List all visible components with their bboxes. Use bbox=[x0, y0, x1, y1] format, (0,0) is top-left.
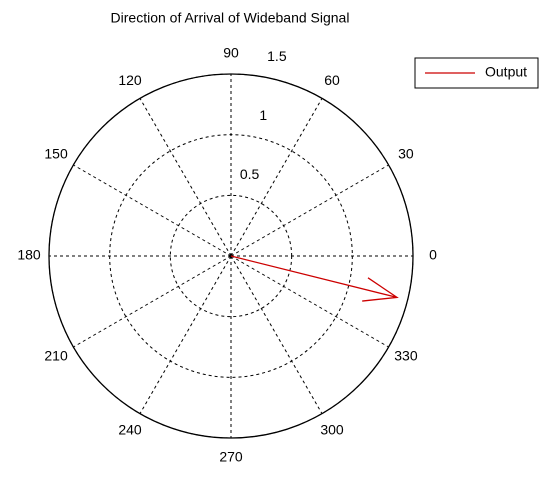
theta-tick-label: 30 bbox=[398, 146, 414, 162]
theta-tick-label: 180 bbox=[17, 247, 41, 263]
arrow bbox=[230, 255, 399, 302]
grid-spoke bbox=[73, 164, 232, 257]
chart-title: Direction of Arrival of Wideband Signal bbox=[111, 10, 350, 26]
theta-tick-label: 240 bbox=[118, 422, 142, 438]
theta-tick-label: 270 bbox=[219, 449, 243, 465]
theta-tick-label: 60 bbox=[324, 72, 340, 88]
grid-spoke bbox=[230, 255, 389, 348]
grid-spoke bbox=[73, 255, 232, 348]
theta-tick-label: 210 bbox=[44, 348, 68, 364]
grid-spoke bbox=[139, 255, 232, 414]
theta-tick-label: 300 bbox=[320, 422, 344, 438]
theta-tick-label: 120 bbox=[118, 72, 142, 88]
grid-spoke bbox=[230, 255, 323, 414]
theta-tick-label: 0 bbox=[429, 247, 437, 263]
theta-tick-label: 90 bbox=[223, 45, 239, 61]
r-tick-label: 0.5 bbox=[240, 166, 260, 182]
grid-spoke bbox=[230, 164, 389, 257]
r-tick-label: 1.5 bbox=[267, 48, 287, 64]
grid-spoke bbox=[230, 98, 323, 257]
r-tick-label: 1 bbox=[259, 107, 267, 123]
theta-tick-label: 150 bbox=[44, 146, 68, 162]
theta-tick-label: 330 bbox=[394, 348, 418, 364]
grid-spoke bbox=[139, 98, 232, 257]
legend-label: Output bbox=[485, 64, 527, 80]
